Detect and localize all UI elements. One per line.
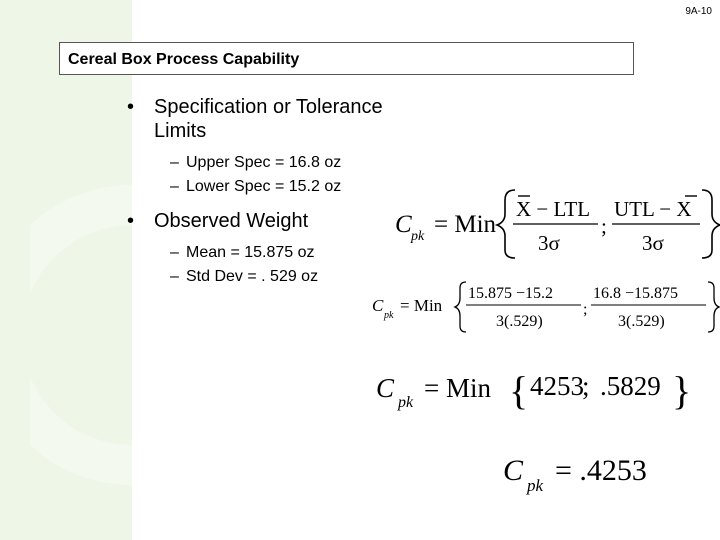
bullet-spec-limits: • Specification or Tolerance Limits [120, 95, 460, 143]
sub-bullet-mean: – Mean = 15.875 oz [120, 241, 460, 265]
sub-bullet-lower-spec: – Lower Spec = 15.2 oz [120, 175, 460, 199]
eq1-num-right: UTL − X [614, 197, 692, 221]
eq2-sub: pk [383, 310, 394, 321]
dash: – [170, 268, 179, 285]
slide-title: Cereal Box Process Capability [59, 42, 634, 75]
eq3-sub: pk [397, 394, 414, 411]
eq2-num-right: 16.8 −15.875 [593, 285, 678, 302]
eq3-sep: ; [582, 371, 590, 401]
dash: – [170, 178, 179, 195]
eq3-value-right: .5829 [600, 371, 661, 401]
observed-weight-text: Observed Weight [154, 210, 309, 232]
eq3-c: C [376, 373, 395, 403]
eq2-num-left: 15.875 −15.2 [468, 285, 553, 302]
sub-bullet-std-dev: – Std Dev = . 529 oz [120, 265, 460, 289]
upper-spec-text: Upper Spec = 16.8 oz [186, 154, 342, 171]
eq1-c: C [395, 211, 412, 238]
dash: – [170, 154, 179, 171]
eq2-eq: = Min [400, 296, 443, 315]
eq2-den-right: 3(.529) [618, 313, 665, 330]
eq4-sub: pk [526, 476, 544, 495]
bullet-observed-weight: • Observed Weight [120, 209, 460, 233]
eq1-right-brace [701, 189, 720, 259]
eq2-den-left: 3(.529) [496, 313, 543, 330]
eq4-eq: = .4253 [555, 454, 647, 487]
bullet-list: • Specification or Tolerance Limits – Up… [120, 95, 460, 289]
eq3-right-brace: } [672, 368, 691, 413]
bullet-spec-limits-line1: Specification or Tolerance [154, 96, 383, 118]
equation-cpk-min-values: C pk = Min { 4253 ; .5829 } [376, 368, 691, 413]
eq2-right-brace [707, 281, 720, 333]
eq1-sep: ; [601, 214, 607, 238]
slide-number: 9A-10 [685, 6, 712, 17]
lower-spec-text: Lower Spec = 15.2 oz [186, 178, 342, 195]
std-dev-text: Std Dev = . 529 oz [186, 268, 319, 285]
eq1-den-left: 3σ [538, 231, 560, 255]
eq4-c: C [503, 454, 524, 487]
eq2-c: C [372, 296, 384, 315]
equation-cpk-substitution: C pk = Min 15.875 −15.2 3(.529) ; 16.8 −… [372, 281, 720, 333]
mean-text: Mean = 15.875 oz [186, 244, 315, 261]
bullet-dot: • [127, 210, 135, 232]
sub-bullet-upper-spec: – Upper Spec = 16.8 oz [120, 151, 460, 175]
eq1-left-brace [494, 189, 516, 259]
equation-cpk-formula: C pk = Min X − LTL 3σ ; UTL − X 3σ [395, 189, 720, 259]
bullet-dot: • [127, 96, 135, 118]
eq3-left-brace: { [509, 368, 528, 413]
equation-cpk-result: C pk = .4253 [503, 454, 647, 495]
eq1-den-right: 3σ [642, 231, 664, 255]
eq1-num-left: X − LTL [516, 197, 590, 221]
eq1-sub: pk [410, 229, 425, 244]
eq1-eq: = Min [434, 211, 497, 238]
eq3-eq: = Min [424, 373, 491, 403]
eq2-sep: ; [583, 301, 587, 318]
bullet-spec-limits-line2: Limits [154, 120, 207, 142]
eq2-left-brace [453, 281, 467, 333]
dash: – [170, 244, 179, 261]
eq3-value-left: 4253 [530, 371, 584, 401]
